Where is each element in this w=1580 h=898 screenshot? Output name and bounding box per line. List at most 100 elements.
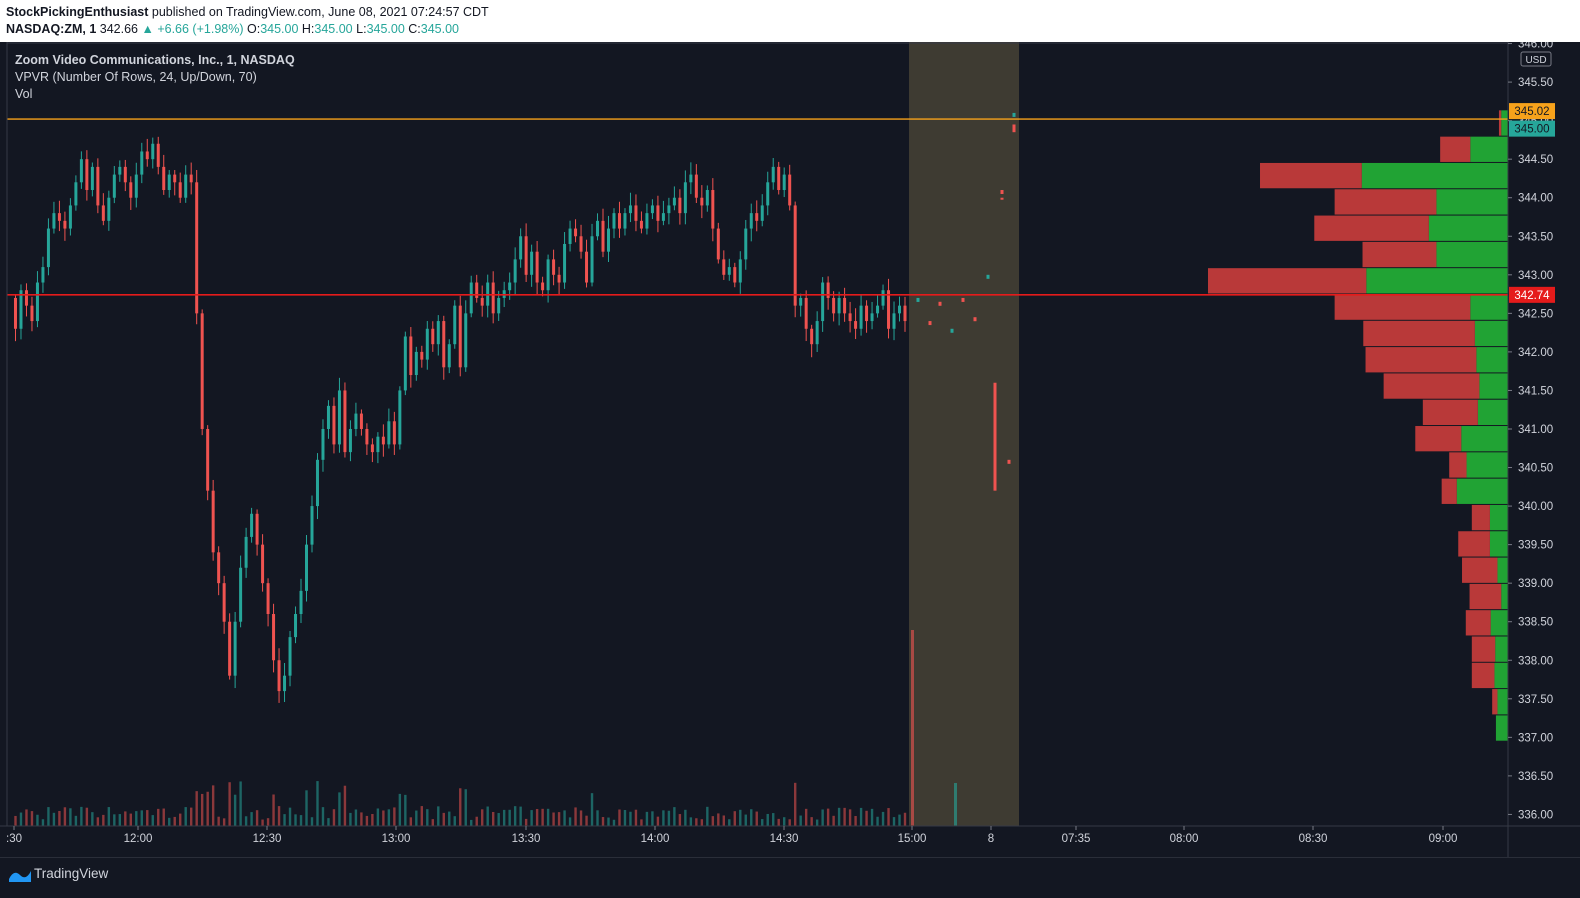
volume-bar [453, 816, 456, 826]
vp-row-down [1441, 478, 1457, 504]
candle [178, 182, 182, 198]
volume-bar [870, 808, 874, 826]
y-tick-label: 338.50 [1518, 617, 1553, 629]
author-name[interactable]: StockPickingEnthusiast [6, 5, 149, 19]
candle [530, 251, 534, 275]
candle [151, 143, 155, 160]
volume-bar [662, 810, 665, 826]
volume-bar [772, 813, 775, 826]
candle [656, 205, 660, 221]
candle [865, 305, 869, 322]
candle [464, 313, 468, 368]
candle [870, 313, 874, 322]
vp-row-up [1501, 110, 1508, 136]
candle [189, 174, 193, 183]
y-tick-label: 340.00 [1518, 501, 1553, 513]
volume-bar [815, 819, 819, 826]
price-label-bg [1509, 103, 1555, 120]
volume-bar [228, 782, 231, 826]
price-chart[interactable]: 346.00 345.50 345.00 344.50 344.00 343.50 343.… [0, 42, 1580, 857]
volume-bar [211, 785, 215, 826]
price-change: ▲ +6.66 (+1.98%) [141, 22, 244, 36]
volume-bar [678, 814, 682, 826]
candle [700, 197, 704, 206]
candle [617, 213, 621, 229]
volume-bar [63, 807, 67, 826]
vp-row-up [1428, 215, 1508, 241]
candle [250, 513, 254, 537]
candle [354, 413, 358, 429]
low-label: L: [356, 22, 367, 36]
volume-bar [733, 811, 736, 826]
volume-bar [173, 816, 176, 826]
volume-bar [706, 806, 709, 826]
candle [694, 174, 698, 198]
volume-bar [272, 794, 275, 826]
candle [497, 297, 501, 314]
y-tick-label: 341.50 [1518, 385, 1553, 397]
volume-bar [711, 816, 715, 826]
candle [585, 251, 589, 283]
y-tick-label: 336.50 [1518, 771, 1553, 783]
volume-bar [470, 819, 473, 826]
volume-bar [349, 812, 352, 826]
volume-bar [239, 781, 242, 826]
volume-bar [69, 808, 72, 826]
candle [634, 205, 638, 221]
candle [453, 305, 457, 345]
x-tick-label: 09:00 [1429, 833, 1458, 845]
volume-bar [58, 810, 61, 826]
candle [173, 174, 177, 183]
candle [876, 305, 880, 314]
close-value: 345.00 [420, 22, 460, 36]
candle [689, 174, 693, 183]
candle [546, 259, 550, 291]
volume-bar [722, 815, 726, 826]
candle [513, 259, 517, 283]
candle [442, 321, 446, 368]
volume-bar [755, 811, 758, 826]
volume-bar [689, 817, 693, 826]
candle [57, 213, 61, 221]
candle [705, 190, 709, 206]
chart-title: Zoom Video Communications, Inc., 1, NASD… [15, 53, 295, 67]
volume-bar [881, 811, 885, 826]
volume-bar [585, 815, 588, 826]
vp-row-down [1208, 268, 1367, 294]
late-candle [950, 328, 954, 333]
candle [859, 305, 863, 329]
candle [766, 182, 770, 206]
volume-bar [700, 819, 704, 826]
candle [228, 621, 232, 676]
candle [898, 305, 902, 314]
vp-row-up [1479, 373, 1508, 399]
candle [156, 143, 160, 167]
candle [283, 675, 287, 692]
candle [535, 251, 539, 283]
volume-bar [371, 813, 374, 826]
vpvr-legend[interactable]: VPVR (Number Of Rows, 24, Up/Down, 70) [15, 70, 257, 84]
y-tick-label: 343.50 [1518, 231, 1553, 243]
volume-bar [140, 810, 143, 826]
candle [409, 336, 413, 376]
volume-bar [486, 806, 489, 826]
vp-row-up [1470, 294, 1508, 320]
candle [195, 182, 199, 314]
volume-bar [277, 806, 281, 826]
publish-info: StockPickingEnthusiast published on Trad… [6, 5, 489, 19]
x-tick-label: 08:00 [1170, 833, 1199, 845]
x-tick-label: 12:30 [253, 833, 282, 845]
volume-bar [601, 817, 605, 826]
candle [826, 282, 830, 298]
x-tick-label: 14:30 [770, 833, 799, 845]
volume-bar [865, 810, 868, 826]
candle [788, 174, 792, 206]
volume-bar [244, 816, 248, 826]
volume-bar [574, 807, 577, 826]
candle [744, 228, 748, 260]
volume-bar [634, 809, 638, 826]
volume-legend[interactable]: Vol [15, 87, 33, 101]
publish-header: StockPickingEnthusiast published on Trad… [0, 0, 1580, 42]
candle [211, 490, 215, 553]
candle [623, 213, 627, 229]
